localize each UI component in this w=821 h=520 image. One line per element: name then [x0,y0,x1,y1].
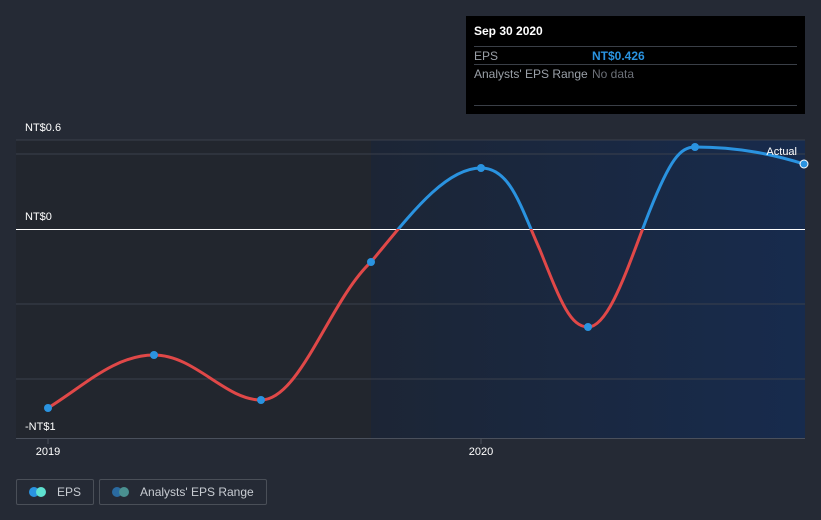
tooltip: Sep 30 2020 EPS NT$0.426 Analysts' EPS R… [466,16,805,114]
gridlines [16,139,805,444]
y-label-0: NT$0 [25,211,52,223]
tooltip-divider [474,105,797,106]
eps-point[interactable] [150,351,158,359]
legend-eps-label: EPS [57,485,82,499]
series-label-actual: Actual [766,146,797,158]
eps-point-selected[interactable] [799,159,809,169]
tooltip-eps-label: EPS [474,48,499,63]
eps-point[interactable] [367,258,375,266]
tooltip-row-range: Analysts' EPS Range No data [474,64,797,82]
legend-eps[interactable]: EPS [16,479,95,505]
eps-points[interactable] [44,143,809,412]
eps-swatch-icon [29,487,47,497]
eps-point[interactable] [44,404,52,412]
tooltip-range-label: Analysts' EPS Range [474,66,588,81]
eps-point[interactable] [257,396,265,404]
legend-analysts-range[interactable]: Analysts' EPS Range [99,479,267,505]
legend: EPS Analysts' EPS Range [16,479,267,505]
eps-line [46,145,806,410]
range-swatch-icon [112,487,130,497]
legend-range-label: Analysts' EPS Range [140,485,254,499]
forecast-region [371,140,805,438]
y-label-neg-1: -NT$1 [25,421,56,433]
y-label-0-6: NT$0.6 [25,122,62,134]
eps-point[interactable] [691,143,699,151]
eps-point[interactable] [584,323,592,331]
eps-point[interactable] [477,164,485,172]
tooltip-row-eps: EPS NT$0.426 [474,46,797,64]
tooltip-range-value: No data [592,66,635,81]
x-label-2020: 2020 [468,446,494,458]
tooltip-eps-value: NT$0.426 [592,48,645,63]
x-label-2019: 2019 [35,446,61,458]
tooltip-date: Sep 30 2020 [474,24,543,38]
